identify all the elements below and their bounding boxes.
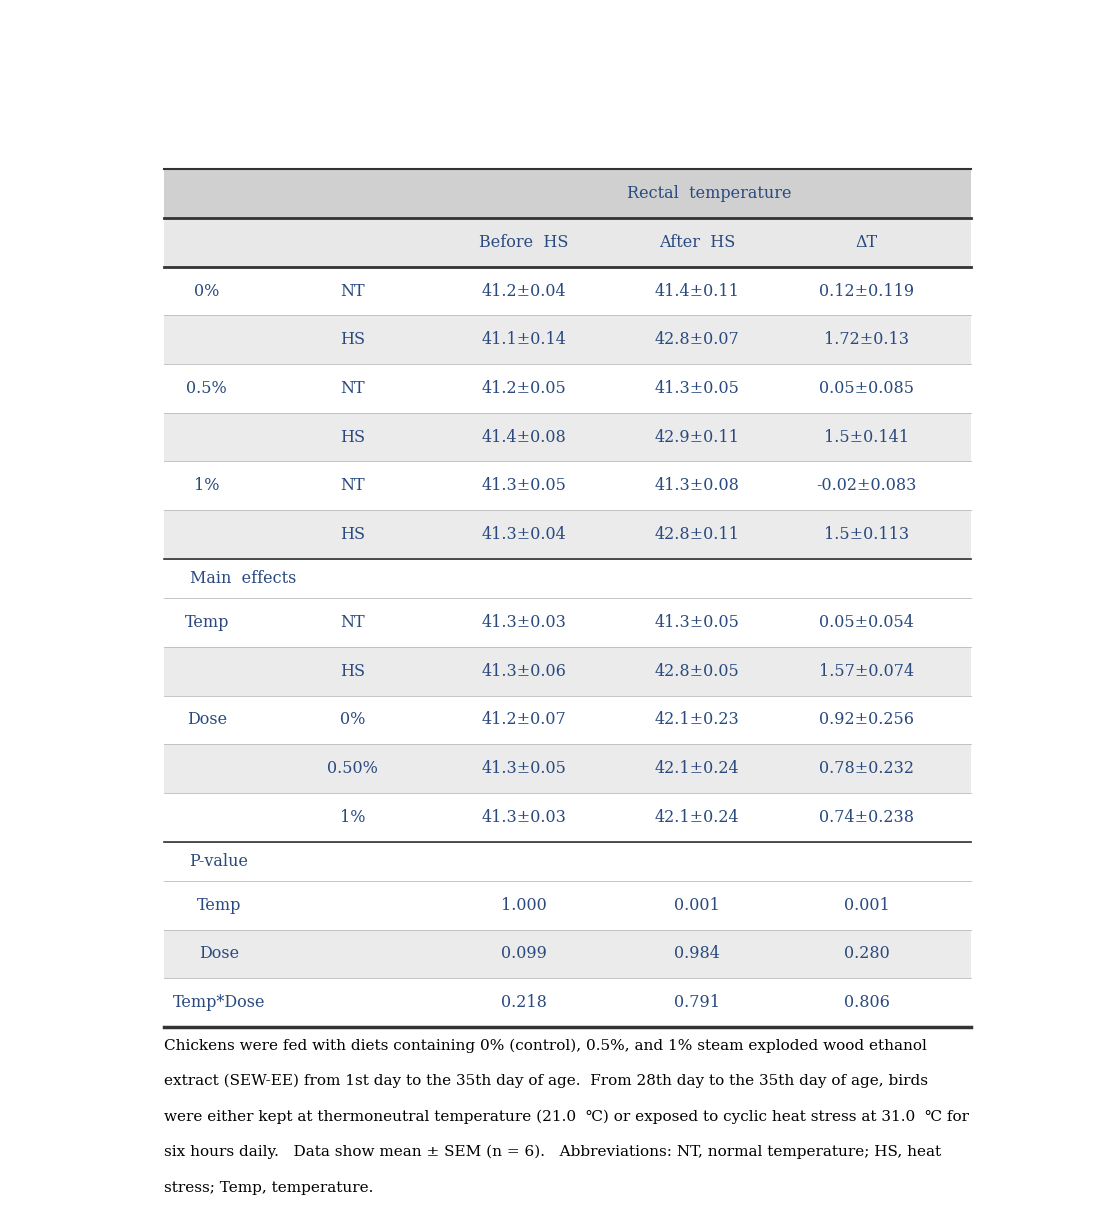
Text: 1.57±0.074: 1.57±0.074	[819, 663, 914, 680]
Text: 42.8±0.05: 42.8±0.05	[655, 663, 740, 680]
Text: 41.3±0.05: 41.3±0.05	[655, 614, 740, 631]
Bar	[164, 696, 972, 744]
Text: 41.3±0.03: 41.3±0.03	[482, 809, 566, 826]
Text: NT: NT	[340, 478, 365, 495]
Text: 41.3±0.05: 41.3±0.05	[655, 379, 740, 396]
Text: 0.92±0.256: 0.92±0.256	[819, 711, 914, 728]
Text: 0.806: 0.806	[844, 995, 890, 1012]
Text: 0.001: 0.001	[675, 896, 720, 913]
Bar	[164, 598, 972, 647]
Text: 41.3±0.04: 41.3±0.04	[482, 527, 566, 544]
Bar	[164, 880, 972, 929]
Bar	[164, 315, 972, 364]
Bar	[164, 979, 972, 1028]
Text: HS: HS	[340, 428, 365, 445]
Bar	[164, 647, 972, 696]
Text: NT: NT	[340, 282, 365, 299]
Bar	[164, 412, 972, 461]
Bar	[164, 218, 972, 266]
Text: 0.984: 0.984	[675, 946, 720, 963]
Text: After  HS: After HS	[659, 233, 736, 250]
Text: 41.4±0.08: 41.4±0.08	[482, 428, 566, 445]
Text: P-value: P-value	[189, 852, 248, 869]
Text: Chickens were fed with diets containing 0% (control), 0.5%, and 1% steam explode: Chickens were fed with diets containing …	[164, 1038, 927, 1053]
Text: 0.001: 0.001	[844, 896, 890, 913]
Text: 42.8±0.11: 42.8±0.11	[655, 527, 740, 544]
Text: 42.1±0.23: 42.1±0.23	[655, 711, 740, 728]
Bar	[164, 793, 972, 841]
Text: 42.9±0.11: 42.9±0.11	[655, 428, 740, 445]
Text: ΔT: ΔT	[855, 233, 878, 250]
Text: 41.4±0.11: 41.4±0.11	[655, 282, 740, 299]
Text: 41.3±0.05: 41.3±0.05	[482, 760, 566, 777]
Text: stress; Temp, temperature.: stress; Temp, temperature.	[164, 1181, 373, 1194]
Text: Temp*Dose: Temp*Dose	[173, 995, 266, 1012]
Text: 1.5±0.141: 1.5±0.141	[824, 428, 910, 445]
Text: Main  effects: Main effects	[189, 570, 296, 587]
Text: 0.12±0.119: 0.12±0.119	[819, 282, 914, 299]
Bar	[164, 364, 972, 412]
Text: HS: HS	[340, 331, 365, 348]
Text: 0.280: 0.280	[844, 946, 890, 963]
Text: 0%: 0%	[340, 711, 366, 728]
Text: 0.05±0.054: 0.05±0.054	[820, 614, 914, 631]
Text: 0.74±0.238: 0.74±0.238	[819, 809, 914, 826]
Text: 0%: 0%	[194, 282, 219, 299]
Text: six hours daily.   Data show mean ± SEM (n = 6).   Abbreviations: NT, normal tem: six hours daily. Data show mean ± SEM (n…	[164, 1145, 942, 1159]
Text: 41.2±0.05: 41.2±0.05	[482, 379, 566, 396]
Text: Temp: Temp	[197, 896, 242, 913]
Text: 41.3±0.06: 41.3±0.06	[482, 663, 566, 680]
Text: 41.2±0.04: 41.2±0.04	[482, 282, 566, 299]
Text: HS: HS	[340, 663, 365, 680]
Text: extract (SEW-EE) from 1st day to the 35th day of age.  From 28th day to the 35th: extract (SEW-EE) from 1st day to the 35t…	[164, 1074, 929, 1088]
Bar	[164, 559, 972, 598]
Text: 0.218: 0.218	[501, 995, 547, 1012]
Text: were either kept at thermoneutral temperature (21.0  ℃) or exposed to cyclic hea: were either kept at thermoneutral temper…	[164, 1109, 970, 1124]
Bar	[164, 841, 972, 880]
Text: 1.5±0.113: 1.5±0.113	[824, 527, 910, 544]
Bar	[164, 266, 972, 315]
Text: 0.78±0.232: 0.78±0.232	[819, 760, 914, 777]
Text: 1.000: 1.000	[501, 896, 547, 913]
Text: Dose: Dose	[199, 946, 239, 963]
Text: 41.3±0.03: 41.3±0.03	[482, 614, 566, 631]
Text: 41.2±0.07: 41.2±0.07	[482, 711, 566, 728]
Text: 1%: 1%	[194, 478, 219, 495]
Text: NT: NT	[340, 379, 365, 396]
Text: -0.02±0.083: -0.02±0.083	[817, 478, 917, 495]
Text: 41.3±0.05: 41.3±0.05	[482, 478, 566, 495]
Text: 42.8±0.07: 42.8±0.07	[655, 331, 740, 348]
Text: 41.1±0.14: 41.1±0.14	[482, 331, 566, 348]
Text: 0.791: 0.791	[675, 995, 720, 1012]
Text: 42.1±0.24: 42.1±0.24	[655, 760, 740, 777]
Text: 0.5%: 0.5%	[186, 379, 227, 396]
Bar	[164, 169, 972, 218]
Bar	[164, 929, 972, 979]
Bar	[164, 511, 972, 559]
Text: Rectal  temperature: Rectal temperature	[627, 185, 791, 202]
Text: NT: NT	[340, 614, 365, 631]
Text: 1.72±0.13: 1.72±0.13	[824, 331, 910, 348]
Text: 42.1±0.24: 42.1±0.24	[655, 809, 740, 826]
Text: Dose: Dose	[186, 711, 227, 728]
Text: 1%: 1%	[340, 809, 366, 826]
Text: 0.099: 0.099	[501, 946, 547, 963]
Text: 0.05±0.085: 0.05±0.085	[819, 379, 914, 396]
Bar	[164, 744, 972, 793]
Text: Before  HS: Before HS	[480, 233, 568, 250]
Text: 0.50%: 0.50%	[327, 760, 378, 777]
Bar	[164, 461, 972, 511]
Text: Temp: Temp	[185, 614, 229, 631]
Text: 41.3±0.08: 41.3±0.08	[655, 478, 740, 495]
Text: HS: HS	[340, 527, 365, 544]
